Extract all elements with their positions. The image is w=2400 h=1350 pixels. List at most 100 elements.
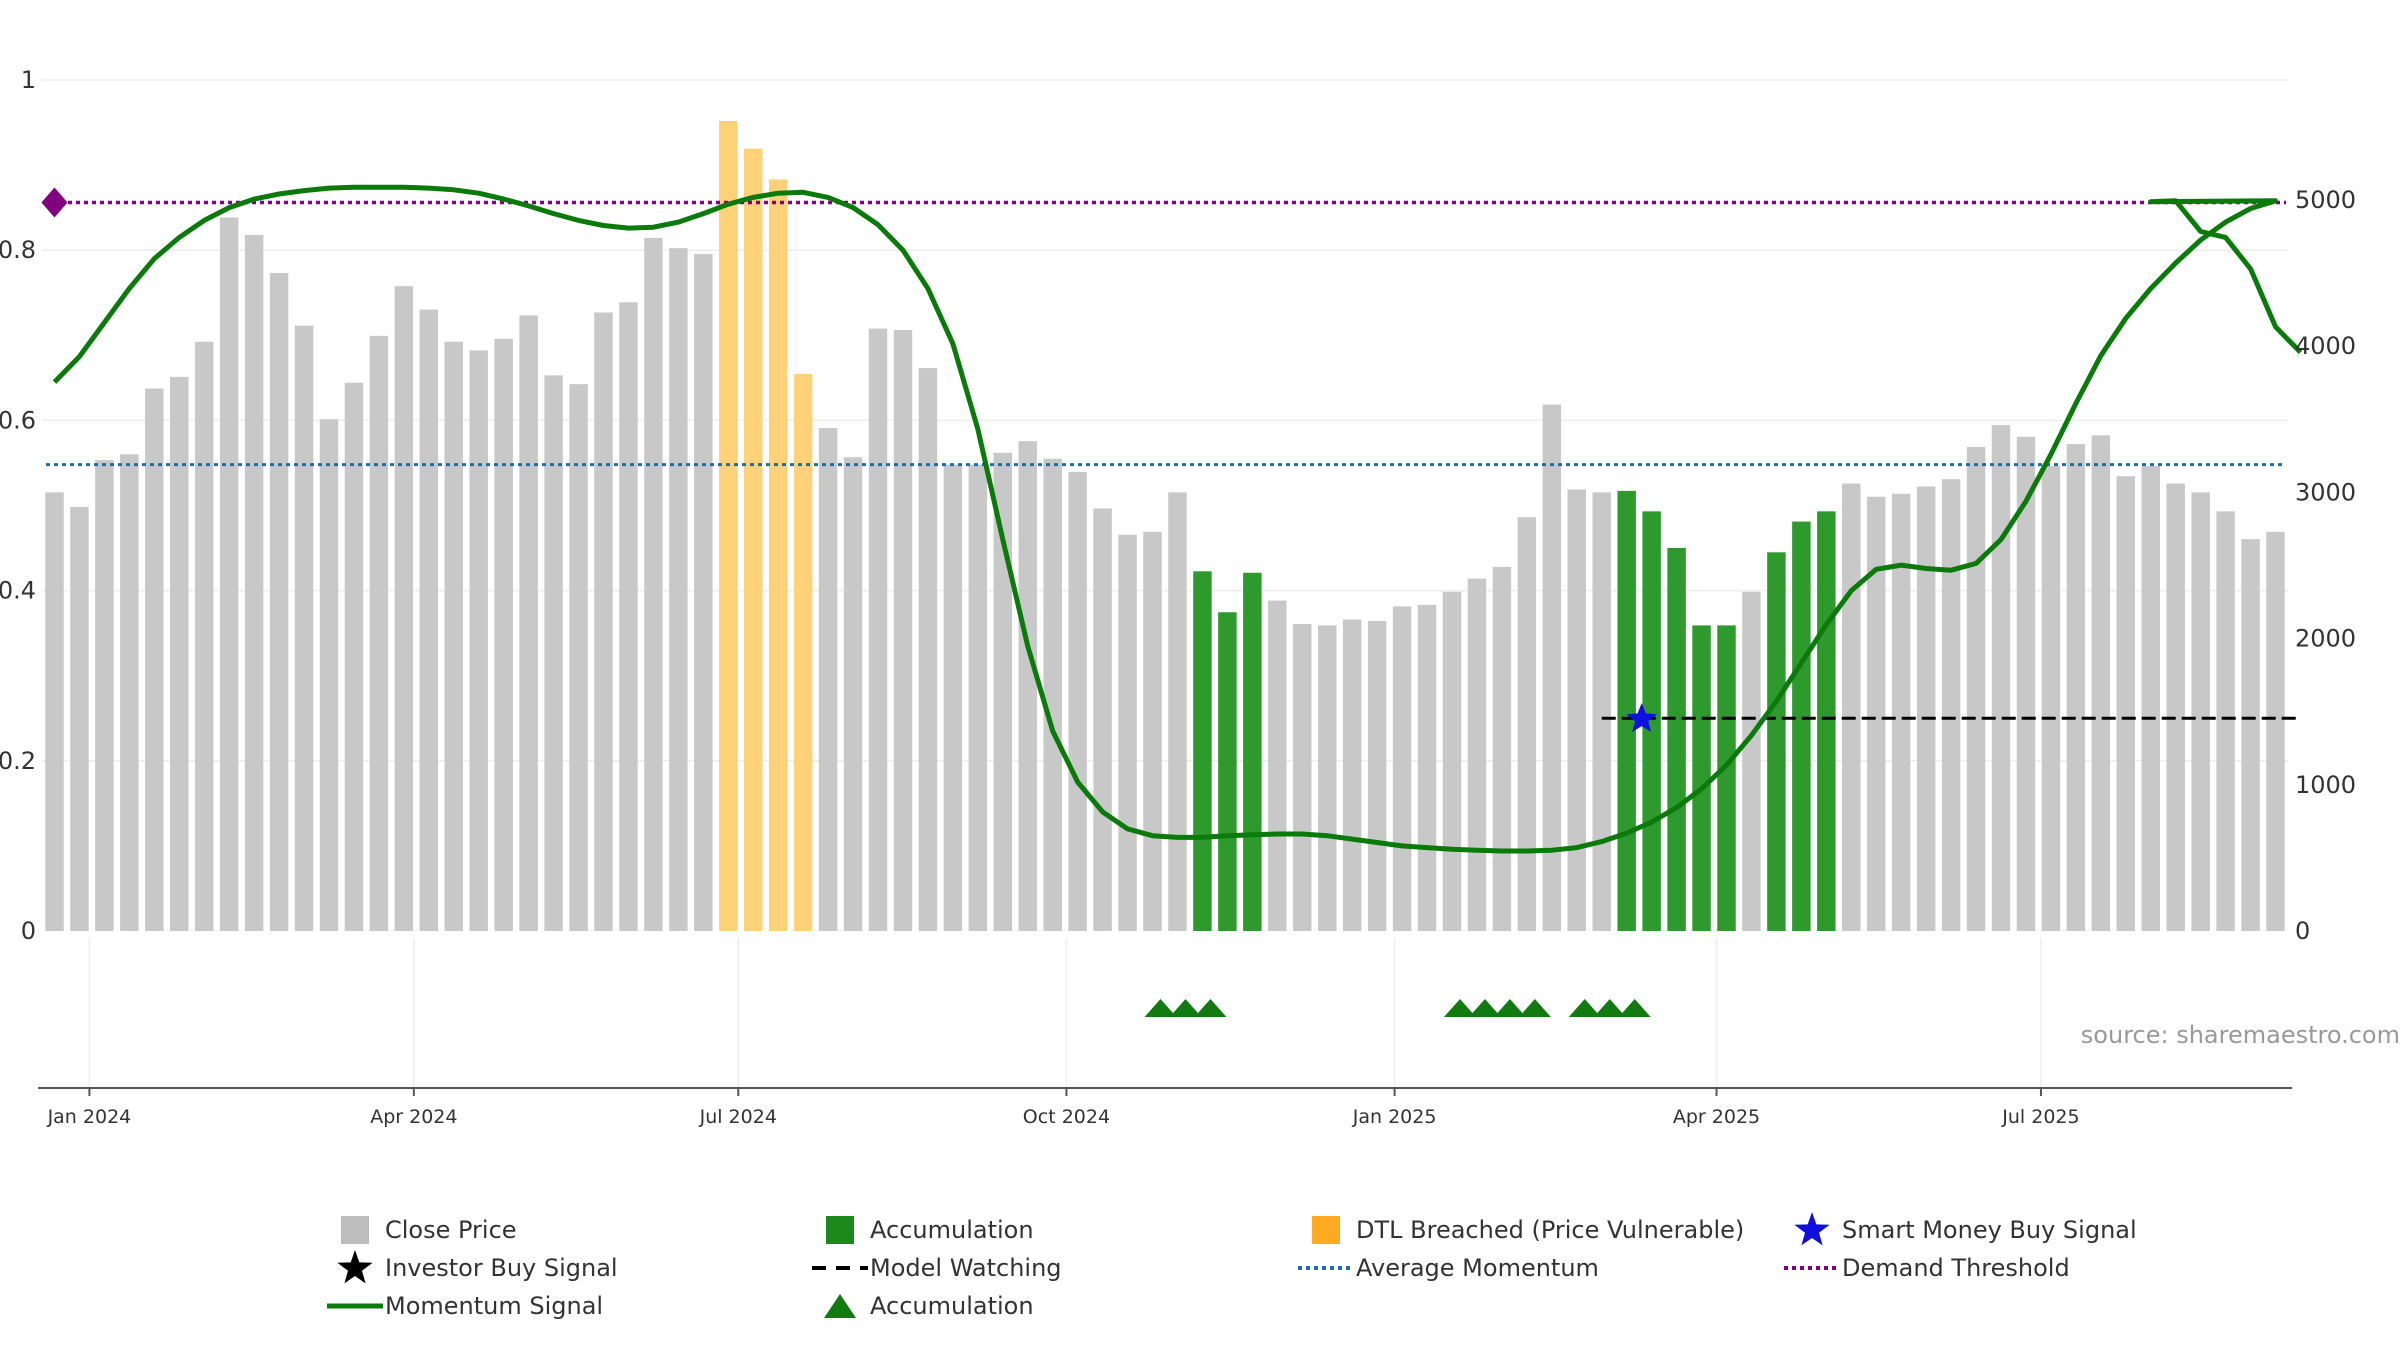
x-tick-label: Apr 2025 [1673,1106,1760,1128]
y-right-tick-label: 3000 [2295,478,2356,506]
close-price-bar [1966,447,1986,931]
legend-star-black-icon [325,1250,385,1286]
dtl-breached-bar [768,179,788,931]
legend-item-accumulation: Accumulation [810,1212,1034,1248]
legend-swatch-orange [1296,1212,1356,1248]
close-price-bar [369,335,389,931]
close-price-bar [544,375,563,931]
y-right-tick-label: 1000 [2295,771,2356,799]
accumulation-triangle [1568,999,1601,1017]
x-tick-label: Jul 2025 [2001,1106,2079,1128]
legend-swatch-green [810,1212,870,1248]
bar-series [45,120,2285,932]
accumulation-triangle [1518,999,1551,1017]
close-price-bar [344,382,364,931]
grid-lines [42,79,2288,1088]
legend-label: Accumulation [870,1292,1034,1320]
x-tick-label: Oct 2024 [1023,1106,1110,1128]
y-left-tick-label: 0 [21,917,36,945]
close-price-bar [2116,476,2136,931]
legend-label: Momentum Signal [385,1292,604,1320]
legend-item-momentum-signal: Momentum Signal [325,1288,603,1324]
accumulation-bar [1243,572,1262,931]
close-price-bar [1317,625,1337,931]
close-price-bar [1866,496,1886,931]
y-left-tick-label: 0.2 [0,747,36,775]
close-price-bar [2141,466,2160,931]
close-price-bar [694,254,713,932]
accumulation-bar [1667,547,1686,931]
accumulation-bar [1218,612,1237,931]
close-price-bar [494,338,513,931]
close-price-bar [644,237,663,931]
close-price-bar [2091,435,2111,931]
close-price-bar [1293,623,1312,931]
accumulation-bar [1193,571,1212,931]
y-left-tick-label: 0.4 [0,577,36,605]
accumulation-bar [1817,511,1836,931]
close-price-bar [619,302,638,932]
close-price-bar [1542,404,1562,931]
close-price-bar [1268,600,1287,931]
legend-star-blue-icon [1782,1212,1842,1248]
accumulation-triangle [1593,999,1626,1017]
close-price-bar [319,419,339,931]
legend-line-solid-green [325,1288,385,1324]
legend-label: Demand Threshold [1842,1254,2070,1282]
close-price-bar [594,312,613,931]
momentum-signal-line [52,184,2303,854]
close-price-bar [1118,534,1137,931]
close-price-bar [1842,483,1861,931]
legend-swatch-gray [325,1212,385,1248]
close-price-bar [1492,566,1512,931]
chart: 0 0.2 0.4 0.6 0.8 1 0 1000 2000 3000 4000 5000 Jan 2… [0,66,2400,1128]
accumulation-bar [1792,521,1811,931]
close-price-bar [1143,531,1162,931]
close-price-bar [1467,578,1487,931]
close-price-bar [1168,492,1187,931]
source-label: source: sharemaestro.com [2081,1021,2400,1049]
close-price-bar [394,286,414,931]
legend-line-dashed-black [810,1250,870,1286]
legend-item-accumulation-triangle: Accumulation [810,1288,1034,1324]
legend-label: Accumulation [870,1216,1034,1244]
close-price-bar [2066,444,2086,931]
close-price-bar [1592,492,1611,931]
close-price-bar [1991,425,2011,931]
legend-label: DTL Breached (Price Vulnerable) [1356,1216,1745,1244]
close-price-bar [993,452,1013,931]
close-price-bar [1342,619,1362,931]
x-tick-label: Jan 2025 [1352,1106,1437,1128]
legend-label: Investor Buy Signal [385,1254,618,1282]
close-price-bar [843,457,863,931]
legend-label: Model Watching [870,1254,1062,1282]
close-price-bar [1517,517,1537,931]
demand-threshold-marker [41,187,68,218]
accumulation-triangle [1144,999,1177,1017]
accumulation-bar [1692,625,1711,931]
accumulation-bar [1617,490,1636,931]
close-price-bar [1093,508,1112,931]
close-price-bar [2166,483,2185,931]
accumulation-bar [1767,552,1786,931]
legend-item-dtl-breached: DTL Breached (Price Vulnerable) [1296,1212,1744,1248]
close-price-bar [194,341,214,932]
legend-line-dotted-blue [1296,1250,1356,1286]
x-tick-label: Jul 2024 [699,1106,777,1128]
close-price-bar [868,328,888,932]
close-price-bar [45,492,64,931]
legend-item-smart-money: Smart Money Buy Signal [1782,1212,2137,1248]
close-price-bar [1442,591,1462,931]
dtl-breached-bar [743,148,763,931]
accumulation-triangle [1194,999,1227,1017]
close-price-bar [918,368,938,932]
legend-item-investor-buy: Investor Buy Signal [325,1250,618,1286]
close-price-bar [2016,436,2036,931]
smart-money-buy-signal [1626,703,1657,732]
close-price-bar [145,388,164,931]
close-price-bar [818,428,838,931]
accumulation-bar [1717,625,1736,931]
y-right-tick-label: 0 [2295,917,2310,945]
close-price-bar [1916,486,1936,931]
close-price-bar [419,309,439,931]
